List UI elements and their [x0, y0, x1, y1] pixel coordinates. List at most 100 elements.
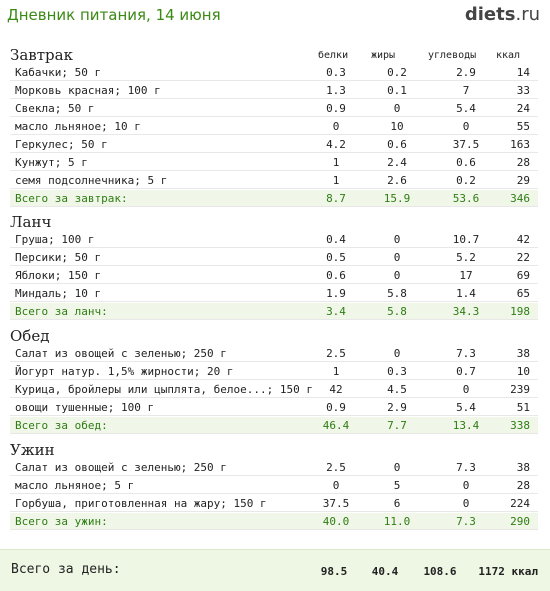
food-name: Кабачки; 50 г [15, 66, 102, 79]
food-row[interactable]: Яблоки; 150 г 0.6 0 17 69 [10, 267, 538, 284]
kcal-value: 163 [510, 138, 530, 151]
carbs-value: 0.7 [456, 365, 476, 378]
kcal-value: 42 [516, 233, 530, 246]
carbs-value: 0 [462, 497, 470, 510]
food-row[interactable]: Кунжут; 5 г 1 2.4 0.6 28 [10, 154, 538, 171]
food-row[interactable]: Кабачки; 50 г 0.3 0.2 2.9 14 [10, 64, 538, 81]
meal-total-row: Всего за ужин: 40.0 11.0 7.3 290 [10, 513, 538, 530]
carbs-value: 34.3 [452, 305, 480, 318]
protein-value: 0 [332, 120, 340, 133]
food-row[interactable]: масло льняное; 5 г 0 5 0 28 [10, 477, 538, 494]
kcal-value: 28 [516, 479, 530, 492]
food-row[interactable]: Персики; 50 г 0.5 0 5.2 22 [10, 249, 538, 266]
fat-value: 5.8 [387, 305, 407, 318]
meal-total-row: Всего за ланч: 3.4 5.8 34.3 198 [10, 303, 538, 320]
carbs-value: 1.4 [456, 287, 476, 300]
food-name: Всего за обед: [15, 419, 108, 432]
day-total-label: Всего за день: [11, 562, 121, 577]
food-row[interactable]: Салат из овощей с зеленью; 250 г 2.5 0 7.3 3… [10, 345, 538, 362]
protein-value: 0.4 [326, 233, 346, 246]
fat-value: 6 [393, 497, 401, 510]
meal-title: Ужин [10, 441, 55, 459]
meal-total-row: Всего за завтрак: 8.7 15.9 53.6 346 [10, 190, 538, 207]
food-name: масло льняное; 10 г [15, 120, 141, 133]
food-row[interactable]: Салат из овощей с зеленью; 250 г 2.5 0 7.3 3… [10, 459, 538, 476]
food-row[interactable]: Миндаль; 10 г 1.9 5.8 1.4 65 [10, 285, 538, 302]
fat-value: 0 [393, 461, 401, 474]
carbs-value: 5.4 [456, 102, 476, 115]
kcal-value: 38 [516, 347, 530, 360]
fat-value: 0 [393, 347, 401, 360]
fat-value: 5 [393, 479, 401, 492]
kcal-value: 33 [516, 84, 530, 97]
fat-value: 2.9 [387, 401, 407, 414]
carbs-value: 5.2 [456, 251, 476, 264]
kcal-value: 28 [516, 156, 530, 169]
day-total-bar: Всего за день: 98.5 40.4 108.6 1172 ккал [0, 549, 550, 591]
food-name: Салат из овощей с зеленью; 250 г [15, 347, 227, 360]
carbs-value: 0 [462, 120, 470, 133]
carbs-value: 37.5 [452, 138, 480, 151]
food-row[interactable]: Груша; 100 г 0.4 0 10.7 42 [10, 231, 538, 248]
fat-value: 10 [390, 120, 404, 133]
kcal-value: 290 [510, 515, 530, 528]
food-name: масло льняное; 5 г [15, 479, 135, 492]
column-header-kcal: ккал [496, 50, 521, 61]
food-row[interactable]: Горбуша, приготовленная на жару; 150 г 37… [10, 495, 538, 512]
food-name: Курица, бройлеры или цыплята, белое...; … [15, 383, 314, 396]
food-row[interactable]: Курица, бройлеры или цыплята, белое...; … [10, 381, 538, 398]
kcal-value: 239 [510, 383, 530, 396]
day-total-protein: 98.5 [320, 565, 348, 578]
kcal-value: 24 [516, 102, 530, 115]
food-row[interactable]: Морковь красная; 100 г 1.3 0.1 7 33 [10, 82, 538, 99]
kcal-value: 224 [510, 497, 530, 510]
protein-value: 1.3 [326, 84, 346, 97]
food-row[interactable]: Йогурт натур. 1,5% жирности; 20 г 1 0.3 0.7… [10, 363, 538, 380]
food-name: Йогурт натур. 1,5% жирности; 20 г [15, 365, 234, 378]
fat-value: 5.8 [387, 287, 407, 300]
kcal-value: 38 [516, 461, 530, 474]
food-name: Всего за ланч: [15, 305, 108, 318]
meal-total-row: Всего за обед: 46.4 7.7 13.4 338 [10, 417, 538, 434]
protein-value: 8.7 [326, 192, 346, 205]
food-name: Кунжут; 5 г [15, 156, 88, 169]
fat-value: 0 [393, 233, 401, 246]
fat-value: 0 [393, 102, 401, 115]
fat-value: 0 [393, 251, 401, 264]
food-name: Салат из овощей с зеленью; 250 г [15, 461, 227, 474]
protein-value: 1.9 [326, 287, 346, 300]
fat-value: 7.7 [387, 419, 407, 432]
protein-value: 1 [332, 174, 340, 187]
protein-value: 0.6 [326, 269, 346, 282]
meal-title: Обед [10, 327, 50, 345]
kcal-value: 14 [516, 66, 530, 79]
food-name: овощи тушенные; 100 г [15, 401, 155, 414]
food-row[interactable]: семя подсолнечника; 5 г 1 2.6 0.2 29 [10, 172, 538, 189]
food-row[interactable]: Свекла; 50 г 0.9 0 5.4 24 [10, 100, 538, 117]
fat-value: 4.5 [387, 383, 407, 396]
food-name: Геркулес; 50 г [15, 138, 108, 151]
food-row[interactable]: овощи тушенные; 100 г 0.9 2.9 5.4 51 [10, 399, 538, 416]
logo-tld: .ru [515, 4, 540, 25]
protein-value: 0.3 [326, 66, 346, 79]
protein-value: 0 [332, 479, 340, 492]
protein-value: 0.5 [326, 251, 346, 264]
carbs-value: 10.7 [452, 233, 480, 246]
kcal-value: 338 [510, 419, 530, 432]
protein-value: 3.4 [326, 305, 346, 318]
logo-main: diets [464, 4, 516, 25]
food-name: Яблоки; 150 г [15, 269, 102, 282]
food-name: Горбуша, приготовленная на жару; 150 г [15, 497, 267, 510]
site-logo[interactable]: diets.ru [465, 4, 540, 25]
food-name: Персики; 50 г [15, 251, 102, 264]
food-name: Всего за завтрак: [15, 192, 128, 205]
protein-value: 1 [332, 365, 340, 378]
protein-value: 0.9 [326, 102, 346, 115]
protein-value: 4.2 [326, 138, 346, 151]
day-total-fat: 40.4 [371, 565, 399, 578]
page-title: Дневник питания, 14 июня [7, 6, 221, 24]
carbs-value: 5.4 [456, 401, 476, 414]
food-row[interactable]: Геркулес; 50 г 4.2 0.6 37.5 163 [10, 136, 538, 153]
protein-value: 1 [332, 156, 340, 169]
food-row[interactable]: масло льняное; 10 г 0 10 0 55 [10, 118, 538, 135]
